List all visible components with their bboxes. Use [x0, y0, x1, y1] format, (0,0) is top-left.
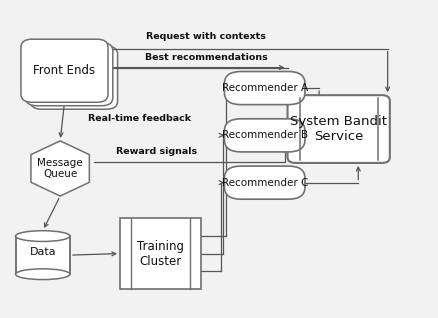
Text: Recommender B: Recommender B — [222, 130, 308, 140]
Ellipse shape — [15, 231, 70, 241]
Text: Message
Queue: Message Queue — [37, 158, 83, 179]
FancyBboxPatch shape — [224, 119, 305, 152]
Text: Request with contexts: Request with contexts — [146, 32, 266, 41]
FancyBboxPatch shape — [288, 95, 390, 163]
FancyBboxPatch shape — [224, 166, 305, 199]
FancyBboxPatch shape — [31, 46, 117, 109]
Polygon shape — [31, 141, 89, 196]
Text: Real-time feedback: Real-time feedback — [88, 114, 191, 123]
Text: Reward signals: Reward signals — [116, 147, 197, 156]
Text: Data: Data — [29, 247, 56, 258]
Text: System Bandit
Service: System Bandit Service — [290, 115, 387, 143]
FancyBboxPatch shape — [21, 39, 108, 102]
Bar — [15, 236, 70, 274]
Text: Training
Cluster: Training Cluster — [137, 239, 184, 267]
Text: Recommender A: Recommender A — [222, 83, 308, 93]
Text: Front Ends: Front Ends — [33, 64, 95, 77]
Text: Recommender C: Recommender C — [222, 178, 308, 188]
FancyBboxPatch shape — [26, 43, 113, 106]
FancyBboxPatch shape — [120, 218, 201, 289]
Text: Best recommendations: Best recommendations — [145, 53, 267, 62]
FancyBboxPatch shape — [224, 72, 305, 105]
Ellipse shape — [15, 269, 70, 280]
